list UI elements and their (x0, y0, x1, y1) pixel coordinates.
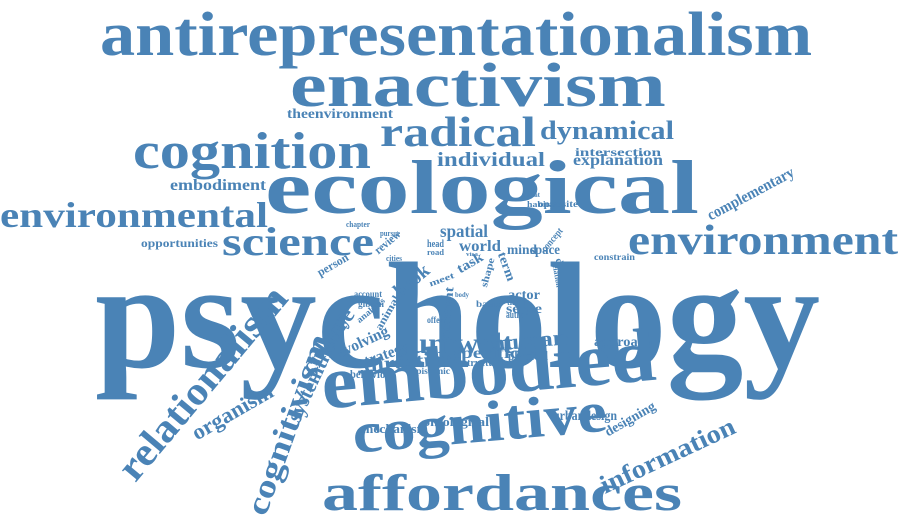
cloud-word: road (427, 248, 445, 257)
cloud-word: specific (453, 345, 520, 362)
cloud-word: umwelt (410, 327, 513, 360)
cloud-word: author (506, 310, 528, 321)
cloud-word: mind (507, 243, 538, 258)
cloud-word: constrain (594, 252, 636, 262)
cloud-word: threat (522, 191, 540, 199)
cloud-word: basic (476, 299, 501, 309)
cloud-word: explanation (573, 152, 664, 169)
cloud-word: cognition (133, 123, 371, 180)
cloud-word: spatial (440, 221, 489, 241)
cloud-word: theenvironment (287, 107, 393, 122)
cloud-word: intersection (575, 145, 662, 159)
cloud-word: affordances (322, 465, 683, 522)
cloud-word: complementary (704, 164, 798, 225)
cloud-word: offer (427, 315, 444, 325)
cloud-word: chapter (346, 220, 370, 229)
cloud-word: third (507, 297, 526, 308)
cloud-word: ecological (265, 146, 699, 230)
cloud-word: embodiment (170, 177, 266, 194)
cloud-word: individual (437, 149, 545, 171)
cloud-word: body (455, 291, 469, 299)
cloud-word: epistemic (412, 366, 451, 376)
cloud-word: pursue (380, 229, 401, 238)
cloud-word: habitat (527, 200, 558, 209)
cloud-word: enactivism (290, 52, 666, 120)
cloud-word: opposite (538, 199, 578, 209)
cloud-word: urbandesign (553, 409, 618, 424)
cloud-word: space (530, 243, 560, 258)
cloud-word: radical (380, 110, 536, 156)
cloud-word: environment (628, 218, 899, 264)
cloud-word: structure (463, 357, 503, 369)
cloud-word: world (459, 238, 501, 255)
cloud-word: head (427, 239, 445, 250)
cloud-word: psychology (95, 232, 821, 400)
cloud-word: behavior (350, 367, 390, 381)
cloud-word: actor (508, 288, 540, 303)
cloud-word: mechanism (362, 421, 428, 436)
cloud-word: physical (508, 348, 549, 363)
cloud-word: gibson (358, 299, 384, 309)
cloud-word: approach (594, 335, 653, 350)
cloud-word: dynamical (540, 116, 674, 145)
cloud-word: cities (386, 254, 402, 263)
cloud-word: visa (466, 252, 478, 258)
cloud-word: ontological (423, 414, 490, 429)
cloud-word: science (222, 219, 374, 264)
cloud-word: account (354, 289, 382, 299)
cloud-word: opportunities (141, 236, 218, 250)
cloud-word: sense (506, 302, 543, 317)
cloud-word: antirepresentationalism (100, 1, 813, 69)
cloud-word: environmental (0, 195, 269, 235)
